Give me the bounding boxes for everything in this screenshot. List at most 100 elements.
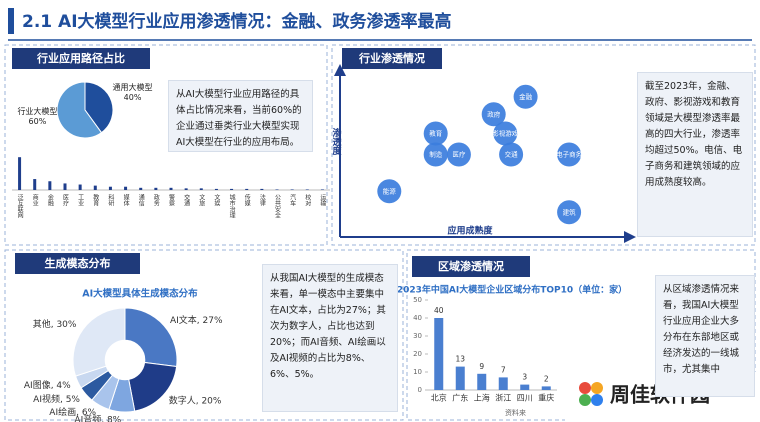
point-label: 医疗 <box>452 150 466 159</box>
logo-dot <box>579 394 591 406</box>
y-tick-label: 40 <box>413 314 422 322</box>
bubble <box>557 200 582 225</box>
value-label: AI音频, 8% <box>74 413 121 422</box>
slide-title: 2.1 AI大模型行业应用渗透情况：金融、政务渗透率最高 <box>22 11 452 32</box>
value-label: AI文本, 27% <box>170 314 223 326</box>
bar <box>154 187 158 190</box>
y-tick-label: 10 <box>413 368 422 376</box>
x-tick-label: 广东 <box>452 393 468 403</box>
x-tick-label: 运输 <box>319 193 326 207</box>
bar <box>184 188 188 190</box>
point-label: 建筑 <box>563 207 577 216</box>
bar <box>124 186 128 190</box>
point-label: 政府 <box>487 109 501 118</box>
pie-slice <box>124 307 178 368</box>
value-label: 40% <box>123 93 142 103</box>
value-label: AI图像, 4% <box>24 379 71 391</box>
bar <box>18 157 22 190</box>
bar <box>245 188 249 190</box>
pie-slice <box>56 81 103 139</box>
y-tick-label: 30 <box>413 332 422 340</box>
bar <box>477 373 487 390</box>
bubble <box>493 121 518 146</box>
bubble <box>557 142 582 167</box>
x-tick-label: 法律 <box>258 193 265 207</box>
x-tick-label: 上海 <box>474 393 490 403</box>
text-box: 从我国AI大模型的生成模态来看，单一模态中主要集中在AI文本，占比为27%；其次… <box>262 264 398 412</box>
bar <box>214 188 218 190</box>
x-tick-label: 通信 <box>137 193 144 207</box>
x-tick-label: 文娱 <box>213 193 220 207</box>
bar <box>455 366 465 390</box>
panel <box>331 44 756 246</box>
x-tick-label: 政务 <box>152 193 159 207</box>
x-tick-label: 四川 <box>517 394 533 403</box>
x-tick-label: 汽车 <box>289 193 296 207</box>
bar <box>63 183 67 190</box>
bar <box>169 187 173 190</box>
x-tick-label: 校对 <box>304 193 311 206</box>
text-box: 从区域渗透情况来看，我国AI大模型行业应用企业大多分布在东部地区或经济发达的一线… <box>655 275 755 397</box>
bar <box>93 185 97 190</box>
x-tick-label: 传媒 <box>243 193 250 207</box>
bar <box>230 188 234 190</box>
panel <box>4 249 404 421</box>
logo-dot <box>579 382 591 394</box>
y-tick-label: 0 <box>418 386 422 394</box>
pie-slice <box>84 81 114 134</box>
point-label: 交通 <box>505 150 519 159</box>
bubble <box>423 142 448 167</box>
pie-label: 通用大模型 40% <box>113 83 153 103</box>
bubble <box>513 84 538 109</box>
chart-title: AI大模型具体生成模态分布 <box>82 288 198 300</box>
x-tick-label: 文旅 <box>198 193 205 207</box>
point-label: 能源 <box>383 186 397 195</box>
bar <box>290 189 294 190</box>
bar <box>139 187 143 190</box>
x-tick-label: 交通 <box>183 193 190 207</box>
section-header: 行业渗透情况 <box>358 51 425 65</box>
title-accent <box>8 8 14 34</box>
value-label: 7 <box>501 365 506 374</box>
x-tick-label: 媒体 <box>122 193 129 207</box>
bar <box>320 189 324 190</box>
x-axis-label: 应用成熟度 <box>447 225 493 237</box>
value-label: AI视频, 5% <box>33 393 80 405</box>
value-label: 13 <box>455 355 465 364</box>
y-tick-label: 50 <box>413 296 422 304</box>
section-header-bg <box>15 253 140 274</box>
value-label: 数字人, 20% <box>169 395 222 407</box>
bar <box>33 179 37 190</box>
bubble <box>423 121 448 146</box>
bubble <box>499 142 524 167</box>
section-header-bg <box>12 48 150 69</box>
pie-label: 行业大模型 60% <box>17 107 57 127</box>
bar <box>498 377 508 390</box>
section-header-bg <box>412 256 530 277</box>
bar <box>541 386 551 390</box>
value-label: 9 <box>479 362 484 371</box>
point-label: 教育 <box>429 129 443 138</box>
x-tick-label: 泛互联网 <box>16 193 23 219</box>
bar <box>275 189 279 190</box>
point-label: 影视游戏 <box>492 129 519 138</box>
bar <box>520 384 530 390</box>
value-label: 2 <box>544 374 549 383</box>
value-label: 40 <box>434 306 444 315</box>
value-label: 3 <box>522 373 527 382</box>
section-header: 生成模态分布 <box>45 256 111 270</box>
bar <box>199 188 203 190</box>
logo-dot <box>591 382 603 394</box>
point-label: 金融 <box>519 92 533 101</box>
bubble <box>377 179 402 204</box>
x-tick-label: 公共安全 <box>274 194 281 218</box>
x-tick-label: 工业 <box>77 194 84 206</box>
panel <box>4 44 328 246</box>
y-axis-label: 渗透度 <box>331 127 342 156</box>
x-tick-label: 科研 <box>107 193 114 207</box>
x-tick-label: 城市治理 <box>228 194 235 218</box>
x-tick-label: 金融 <box>46 193 53 207</box>
value-label: 60% <box>28 116 47 126</box>
